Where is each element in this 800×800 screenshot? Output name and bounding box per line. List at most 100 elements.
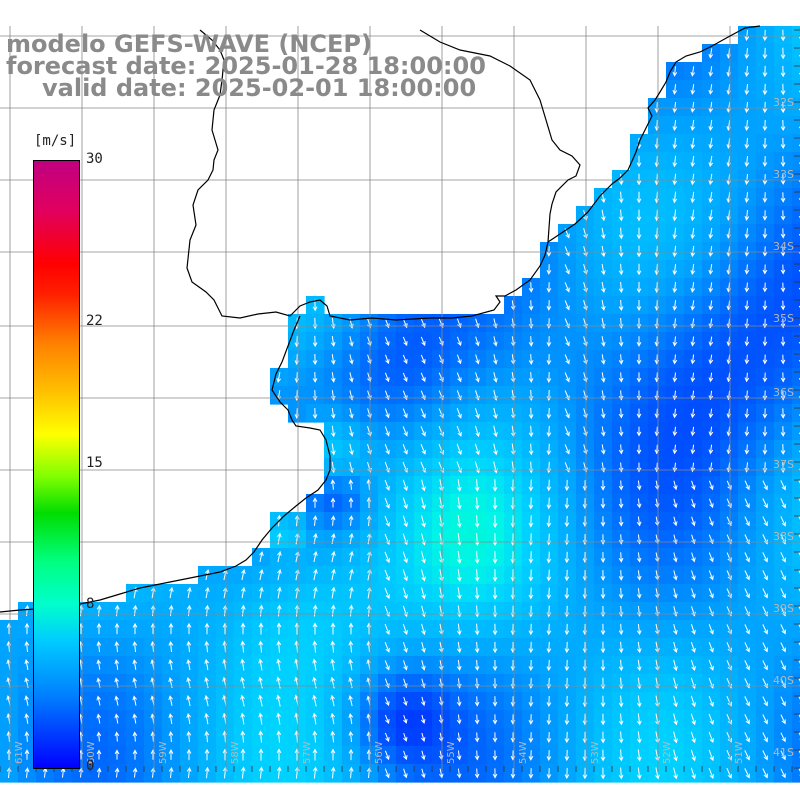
wind-arrow bbox=[618, 227, 624, 240]
wind-arrow bbox=[762, 642, 768, 653]
wind-arrow bbox=[690, 641, 696, 653]
wind-arrow bbox=[528, 354, 534, 365]
wind-arrow bbox=[384, 336, 390, 347]
wind-arrow bbox=[673, 588, 678, 599]
wind-arrow bbox=[708, 209, 714, 222]
wind-arrow bbox=[708, 426, 714, 437]
wind-arrow bbox=[726, 695, 732, 707]
wind-arrow bbox=[312, 372, 318, 383]
wind-arrow bbox=[564, 695, 570, 708]
wind-arrow bbox=[312, 515, 318, 526]
wind-arrow bbox=[330, 676, 335, 689]
wind-arrow bbox=[528, 425, 534, 438]
wind-arrow bbox=[600, 749, 606, 762]
wind-arrow bbox=[96, 713, 102, 724]
wind-arrow bbox=[618, 426, 624, 437]
longitude-label: 55W bbox=[446, 741, 457, 764]
wind-arrow bbox=[690, 372, 696, 383]
wind-arrow bbox=[780, 156, 786, 167]
wind-arrow bbox=[744, 246, 750, 257]
wind-arrow bbox=[744, 47, 750, 60]
wind-arrow bbox=[780, 588, 786, 599]
wind-arrow bbox=[24, 622, 30, 635]
wind-arrow bbox=[402, 497, 408, 510]
wind-arrow bbox=[762, 192, 768, 203]
wind-arrow bbox=[402, 551, 408, 564]
wind-arrow bbox=[744, 552, 750, 563]
wind-arrow bbox=[348, 712, 353, 725]
wind-arrow bbox=[456, 732, 462, 743]
wind-arrow bbox=[673, 570, 678, 581]
wind-arrow bbox=[528, 714, 534, 725]
wind-arrow bbox=[672, 426, 678, 437]
wind-arrow bbox=[456, 696, 462, 707]
wind-arrow bbox=[168, 659, 173, 670]
wind-arrow bbox=[474, 660, 480, 671]
wind-arrow bbox=[240, 730, 246, 743]
wind-arrow bbox=[690, 444, 696, 455]
latitude-label: 32S bbox=[773, 96, 794, 109]
wind-arrow bbox=[294, 514, 300, 527]
wind-arrow bbox=[492, 732, 498, 743]
wind-arrow bbox=[348, 622, 354, 635]
wind-arrow bbox=[690, 695, 696, 708]
wind-arrow bbox=[744, 65, 750, 78]
wind-arrow bbox=[528, 282, 534, 293]
wind-arrow bbox=[762, 696, 768, 707]
wind-arrow bbox=[708, 48, 714, 59]
wind-arrow bbox=[708, 282, 714, 293]
wind-arrow bbox=[204, 712, 209, 725]
wind-arrow bbox=[492, 750, 498, 761]
wind-arrow bbox=[528, 497, 534, 510]
wind-arrow bbox=[600, 659, 606, 672]
wind-arrow bbox=[780, 552, 786, 563]
wind-arrow bbox=[384, 426, 390, 437]
wind-arrow bbox=[24, 713, 30, 724]
wind-arrow bbox=[690, 408, 696, 419]
wind-cell bbox=[792, 602, 800, 621]
wind-arrow bbox=[402, 515, 408, 528]
wind-arrow bbox=[708, 498, 714, 509]
wind-arrow bbox=[726, 749, 732, 761]
wind-arrow bbox=[618, 408, 624, 419]
wind-arrow bbox=[258, 604, 264, 617]
wind-arrow bbox=[708, 227, 714, 240]
wind-arrow bbox=[456, 443, 462, 456]
wind-arrow bbox=[330, 658, 335, 671]
wind-arrow bbox=[277, 568, 282, 581]
wind-arrow bbox=[312, 658, 317, 671]
wind-arrow bbox=[762, 516, 768, 527]
colorbar-tick-label: 22 bbox=[86, 312, 103, 329]
wind-arrow bbox=[24, 640, 30, 653]
wind-arrow bbox=[546, 714, 552, 725]
wind-arrow bbox=[690, 173, 696, 186]
wind-arrow bbox=[762, 83, 768, 96]
wind-arrow bbox=[150, 604, 156, 617]
wind-arrow bbox=[601, 209, 606, 222]
wind-arrow bbox=[186, 694, 191, 707]
coastline bbox=[0, 25, 761, 613]
wind-arrow bbox=[618, 749, 624, 762]
wind-arrow bbox=[708, 354, 714, 365]
wind-arrow bbox=[349, 425, 354, 438]
wind-arrow bbox=[114, 695, 119, 706]
wind-arrow bbox=[673, 713, 678, 726]
wind-arrow bbox=[384, 408, 390, 419]
wind-arrow bbox=[331, 550, 336, 563]
wind-arrow bbox=[780, 29, 786, 42]
wind-arrow bbox=[780, 426, 786, 437]
wind-arrow bbox=[744, 660, 750, 671]
wind-arrow bbox=[258, 694, 263, 707]
wind-arrow bbox=[420, 714, 426, 725]
wind-arrow bbox=[403, 768, 408, 779]
wind-arrow bbox=[762, 570, 768, 581]
wind-arrow bbox=[186, 730, 192, 743]
latitude-label: 34S bbox=[773, 240, 794, 253]
wind-arrow bbox=[96, 641, 102, 652]
wind-arrow bbox=[474, 569, 480, 582]
wind-arrow bbox=[528, 443, 534, 456]
wind-arrow bbox=[564, 623, 570, 636]
wind-arrow bbox=[564, 587, 570, 600]
wind-arrow bbox=[618, 713, 624, 726]
title-valid-date: valid date: 2025-02-01 18:00:00 bbox=[42, 74, 477, 102]
